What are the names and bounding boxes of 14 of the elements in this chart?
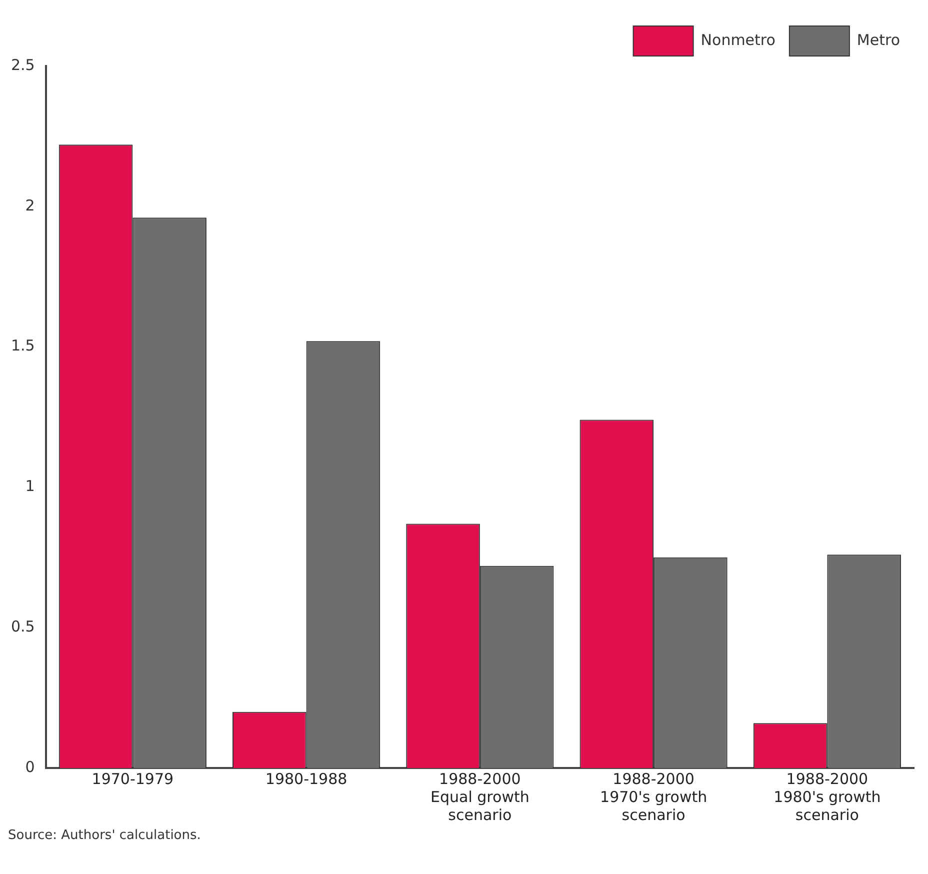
x-tick-label: 1988-2000 1970's growth scenario [600, 770, 708, 824]
x-tick-label: 1970-1979 [92, 770, 174, 788]
y-tick-label: 1.5 [10, 336, 35, 355]
y-tick-label: 0 [25, 758, 35, 776]
y-tick-label: 2 [25, 196, 35, 214]
legend-label: Metro [856, 30, 900, 49]
x-tick-label: 1988-2000 1980's growth scenario [774, 770, 881, 824]
legend-label: Nonmetro [700, 30, 776, 49]
y-tick-label: 0.5 [10, 617, 35, 636]
source-note: Source: Authors' calculations. [8, 828, 202, 843]
x-tick-label: 1980-1988 [265, 770, 348, 788]
x-tick-label: 1988-2000 Equal growth scenario [430, 770, 530, 824]
y-tick-label: 1 [25, 477, 35, 496]
y-tick-label: 2.5 [10, 56, 35, 74]
